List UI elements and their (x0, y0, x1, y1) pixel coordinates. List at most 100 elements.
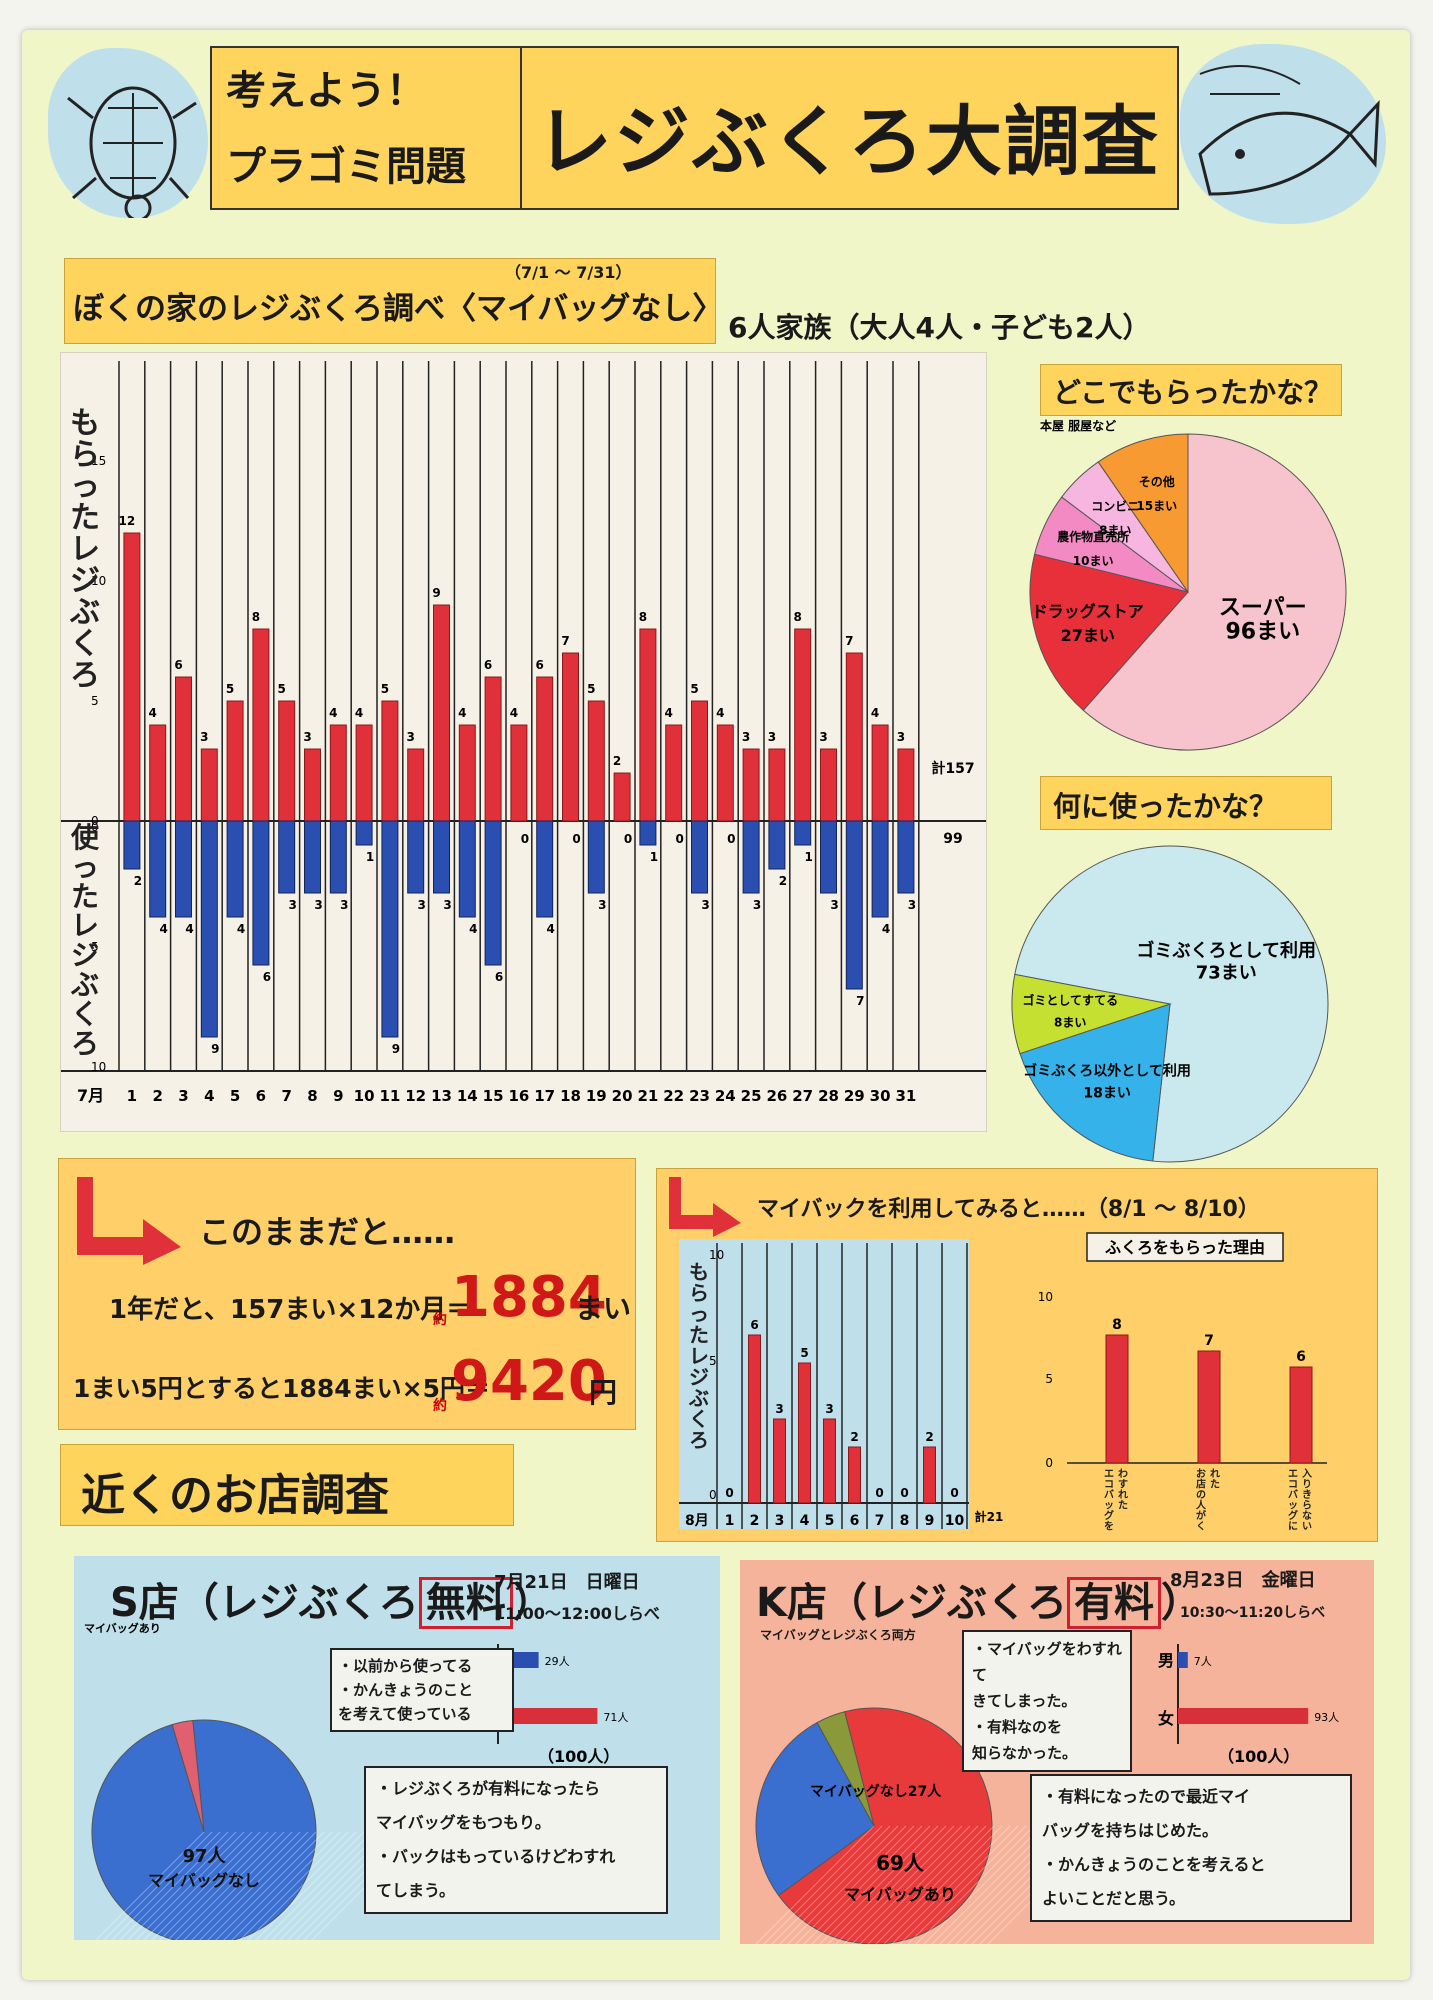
where-pie-slice-0 (1082, 433, 1347, 751)
reason-value: 8 (1112, 1317, 1122, 1333)
k-comment-2c: ・かんきょうのことを考えると (1042, 1855, 1266, 1874)
reason-label: れた (1210, 1468, 1220, 1491)
got-bar (613, 772, 631, 822)
where-slice-value: 15まい (1136, 499, 1177, 513)
got-bar (665, 724, 683, 822)
used-value-label: 3 (598, 898, 606, 912)
used-value-label: 9 (392, 1042, 400, 1056)
calc-box: このままだと…… 1年だと、157まい×12か月＝ 約 1884 まい 1まい5… (58, 1158, 636, 1430)
used-value-label: 3 (443, 898, 451, 912)
family-size: 6人家族（大人4人・子ども2人） (728, 311, 1151, 344)
used-bar (897, 820, 915, 894)
reason-label-char: 人 (1196, 1499, 1207, 1512)
ytick-top: 15 (91, 454, 106, 468)
s-svg-hatch (231, 1831, 341, 1940)
day-label: 31 (895, 1087, 916, 1105)
used-value-label: 0 (676, 832, 684, 846)
day-label: 23 (689, 1087, 710, 1105)
day-label: 5 (230, 1087, 240, 1105)
used-value-label: 3 (908, 898, 916, 912)
reason-label-char: わ (1118, 1468, 1128, 1480)
calc-line1: 1年だと、157まい×12か月＝ (109, 1295, 473, 1325)
k-svg-pie-slice-1 (755, 1721, 875, 1897)
reason-bar (1197, 1350, 1221, 1464)
used-value-label: 1 (650, 850, 658, 864)
k-svg-hatch (787, 1825, 907, 1944)
trial-day: 3 (775, 1513, 785, 1529)
k-svg-hatch (899, 1825, 1019, 1944)
k-svg-hatch (819, 1825, 939, 1944)
s-store-title-text: S店（レジぶくろ (110, 1580, 419, 1626)
day-label: 17 (534, 1087, 555, 1105)
k-svg-hatch (923, 1825, 1043, 1944)
used-bar (252, 820, 270, 966)
got-value-label: 7 (845, 634, 853, 648)
day-label: 21 (637, 1087, 658, 1105)
s-svg-hatch (271, 1831, 381, 1940)
reason-label-char: バ (1288, 1489, 1298, 1501)
day-label: 27 (792, 1087, 813, 1105)
used-axis-label-char: ぶ (70, 968, 99, 1001)
k-svg-hatch (859, 1825, 979, 1944)
got-value-label: 4 (355, 706, 363, 720)
fish-illustration (1180, 44, 1386, 224)
got-bar (871, 724, 889, 822)
calc-result1: 1884 (451, 1265, 607, 1330)
used-bar (742, 820, 760, 894)
used-bar (355, 820, 373, 846)
used-bar (587, 820, 605, 894)
survey-title: ぼくの家のレジぶくろ調べ〈マイバッグなし〉 (73, 291, 724, 327)
s-store-title: S店（レジぶくろ 無料） (110, 1570, 553, 1629)
k-svg-pie-slice-2 (816, 1711, 875, 1827)
ytick-top: 0 (91, 814, 99, 828)
trial-value: 3 (775, 1402, 783, 1416)
got-axis-label-char: レ (70, 532, 100, 567)
trial-value: 5 (800, 1346, 808, 1360)
where-pie-slice-4 (1097, 433, 1189, 594)
s-svg-hatch (183, 1831, 293, 1940)
k-store-title-close: ） (1161, 1580, 1201, 1626)
got-value-label: 8 (639, 610, 647, 624)
usage-slice-value: 8まい (1054, 1016, 1086, 1030)
day-label: 15 (483, 1087, 504, 1105)
used-bar (433, 820, 450, 894)
used-value-label: 4 (547, 922, 555, 936)
ytick-bottom: 5 (91, 940, 99, 954)
s-comment-1c: を考えて使っている (338, 1705, 472, 1723)
where-slice-value: 10まい (1073, 554, 1114, 568)
title-pre2: プラゴミ問題 (226, 144, 466, 190)
fish-icon (1198, 65, 1380, 196)
k-svg-hatch (763, 1825, 883, 1944)
day-label: 30 (870, 1087, 891, 1105)
got-value-label: 4 (871, 706, 879, 720)
got-bar (226, 700, 244, 822)
reason-label-char: く (1196, 1521, 1206, 1533)
used-bar (458, 820, 476, 918)
k-svg-hatch (835, 1825, 955, 1944)
got-bar (742, 748, 760, 822)
ytick-bottom: 0 (91, 820, 99, 834)
got-bar (794, 628, 812, 822)
got-bar (768, 748, 786, 822)
k-svg-hatch (891, 1825, 1011, 1944)
s-svg-hatch (247, 1831, 357, 1940)
pie2-title: 何に使ったかな？ (1053, 790, 1278, 823)
got-axis-label-char: ろ (70, 658, 100, 693)
got-value-label: 3 (819, 730, 827, 744)
trial-value: 0 (950, 1486, 958, 1500)
used-value-label: 3 (753, 898, 761, 912)
k-comment-1c: ・有料なのを (972, 1718, 1063, 1736)
reason-label-char: ッ (1288, 1501, 1298, 1512)
s-comment-2b: マイバッグをもつもり。 (376, 1813, 551, 1832)
day-label: 4 (204, 1087, 214, 1105)
used-bar (484, 820, 502, 966)
trial-axis-label-char: ら (689, 1281, 709, 1305)
s-svg-male-count: 29人 (545, 1655, 570, 1668)
s-svg-hatch (95, 1831, 205, 1940)
where-slice-value: 96まい (1225, 619, 1300, 644)
calc-approx1: 約 (433, 1312, 447, 1328)
k-comment-2d: よいことだと思う。 (1042, 1889, 1186, 1908)
